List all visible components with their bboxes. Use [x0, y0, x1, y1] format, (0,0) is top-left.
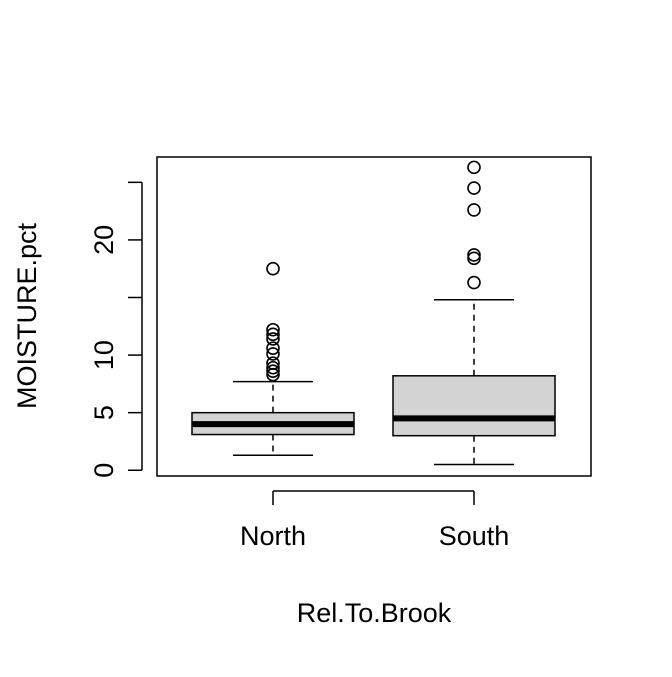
plot-layer [191, 160, 556, 466]
outlier-point [266, 341, 280, 355]
outlier-point [266, 356, 280, 370]
x-axis-label: Rel.To.Brook [297, 598, 452, 628]
outlier-point [266, 364, 280, 379]
y-tick-label: 0 [89, 463, 119, 478]
outlier-point [467, 160, 481, 175]
outlier-point [467, 275, 481, 290]
box-south [392, 375, 556, 437]
x-tick-label: North [240, 521, 306, 551]
outlier-point [467, 251, 481, 266]
x-tick-label: South [439, 521, 510, 551]
outlier-point [467, 203, 481, 217]
outlier-point [266, 261, 280, 276]
axis-layer: 0 5 10 20 North South [89, 181, 510, 551]
y-tick-label: 20 [89, 225, 119, 255]
outlier-point [266, 347, 280, 361]
outlier-point [266, 332, 280, 346]
y-tick-label: 10 [89, 340, 119, 370]
outlier-point [266, 327, 280, 342]
outlier-point [266, 360, 280, 375]
outlier-point [467, 181, 481, 195]
y-axis-label: MOISTURE.pct [12, 222, 42, 409]
outlier-point [266, 322, 280, 337]
outlier-point [467, 248, 481, 262]
y-tick-label: 5 [89, 405, 119, 420]
plot-frame [156, 156, 592, 477]
